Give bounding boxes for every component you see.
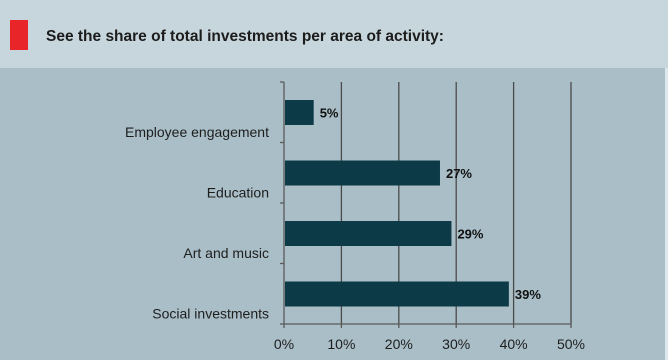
data-label: 5% xyxy=(320,106,339,121)
bar xyxy=(285,221,452,246)
x-tick-label: 50% xyxy=(557,336,585,352)
category-label: Art and music xyxy=(183,245,269,261)
bar xyxy=(285,160,440,186)
category-label: Social investments xyxy=(152,306,269,322)
bar xyxy=(285,100,314,125)
x-tick-label: 40% xyxy=(500,336,528,352)
red-accent-marker xyxy=(10,20,28,50)
x-tick-label: 10% xyxy=(327,336,355,352)
bar xyxy=(285,281,509,307)
category-label: Employee engagement xyxy=(125,124,269,140)
chart-header: See the share of total investments per a… xyxy=(0,0,668,68)
data-label: 29% xyxy=(457,227,483,242)
data-label: 27% xyxy=(446,166,472,181)
frame-border xyxy=(665,68,668,360)
x-tick-label: 30% xyxy=(442,336,470,352)
chart-title: See the share of total investments per a… xyxy=(46,28,444,45)
x-tick-label: 20% xyxy=(385,336,413,352)
data-label: 39% xyxy=(515,287,541,302)
category-label: Education xyxy=(207,185,269,201)
x-tick-label: 0% xyxy=(274,336,294,352)
